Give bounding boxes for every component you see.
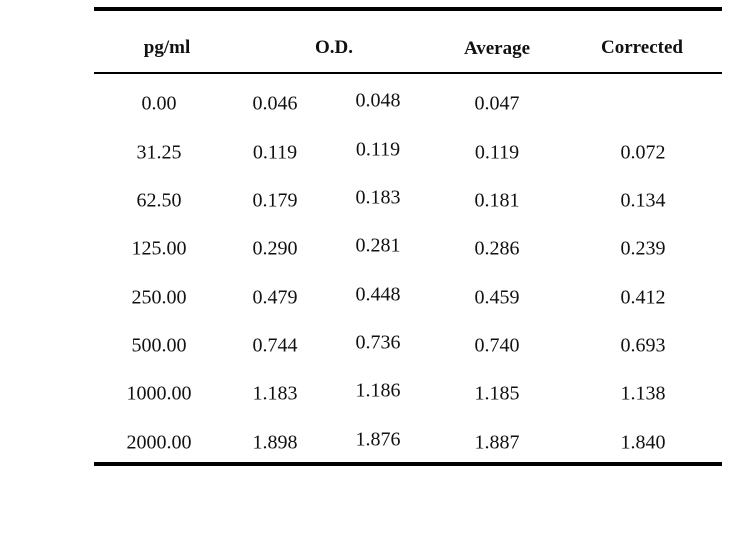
cell-corrected: 1.840 [620, 431, 666, 454]
cell-corrected: 0.412 [620, 286, 666, 309]
cell-concentration: 0.00 [141, 92, 177, 115]
cell-corrected: 0.693 [620, 334, 666, 357]
cell-average: 0.740 [474, 334, 520, 357]
cell-average: 1.185 [474, 382, 520, 405]
cell-average: 1.887 [474, 431, 520, 454]
cell-od1: 0.744 [252, 334, 298, 357]
cell-average: 0.286 [474, 237, 520, 260]
cell-average: 0.047 [474, 92, 520, 115]
cell-od1: 0.119 [252, 141, 298, 164]
cell-od2: 1.186 [355, 379, 401, 402]
cell-concentration: 125.00 [131, 237, 187, 260]
cell-od1: 0.046 [252, 92, 298, 115]
cell-concentration: 62.50 [136, 189, 182, 212]
header-corrected: Corrected [601, 37, 683, 58]
cell-od1: 1.898 [252, 431, 298, 454]
cell-od2: 0.183 [355, 186, 401, 209]
top-rule [94, 7, 722, 11]
cell-average: 0.459 [474, 286, 520, 309]
cell-corrected: 0.239 [620, 237, 666, 260]
cell-concentration: 2000.00 [126, 431, 192, 454]
cell-od1: 0.179 [252, 189, 298, 212]
cell-od1: 0.290 [252, 237, 298, 260]
cell-od2: 0.736 [355, 331, 401, 354]
cell-average: 0.181 [474, 189, 520, 212]
cell-od2: 0.048 [355, 89, 401, 112]
cell-od2: 0.281 [355, 234, 401, 257]
cell-od1: 1.183 [252, 382, 298, 405]
cell-concentration: 1000.00 [126, 382, 192, 405]
header-od: O.D. [315, 37, 353, 58]
header-average: Average [463, 38, 531, 59]
cell-concentration: 31.25 [136, 141, 182, 164]
cell-concentration: 500.00 [131, 334, 187, 357]
cell-od2: 1.876 [355, 428, 401, 451]
cell-concentration: 250.00 [131, 286, 187, 309]
cell-od1: 0.479 [252, 286, 298, 309]
header-concentration: pg/ml [143, 37, 191, 58]
bottom-rule [94, 462, 722, 466]
cell-average: 0.119 [474, 141, 520, 164]
header-rule [94, 72, 722, 74]
cell-od2: 0.119 [355, 138, 401, 161]
cell-corrected: 0.072 [620, 141, 666, 164]
cell-corrected: 0.134 [620, 189, 666, 212]
cell-od2: 0.448 [355, 283, 401, 306]
cell-corrected: 1.138 [620, 382, 666, 405]
